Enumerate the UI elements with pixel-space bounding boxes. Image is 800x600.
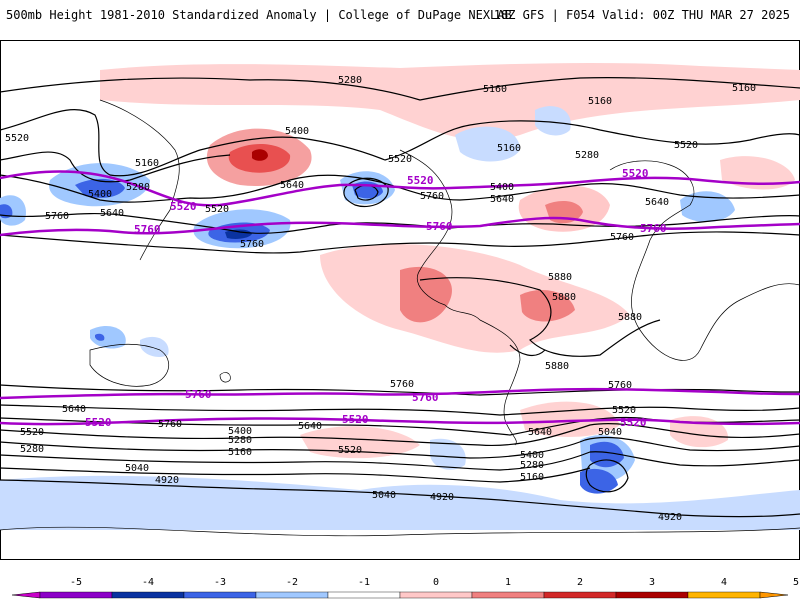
ref-label: 5760	[426, 220, 453, 233]
colorbar-block	[615, 591, 689, 599]
colorbar-block	[183, 591, 257, 599]
height-label: 5280	[228, 435, 252, 446]
height-label: 5280	[20, 444, 44, 455]
height-label: 5520	[205, 204, 229, 215]
height-label: 5160	[483, 84, 507, 95]
height-label: 5760	[608, 380, 632, 391]
height-label: 4920	[430, 492, 454, 503]
ref-label: 5760	[134, 223, 161, 236]
height-label: 5160	[228, 447, 252, 458]
ref-label: 5760	[640, 222, 667, 235]
height-label: 5280	[575, 150, 599, 161]
height-label: 5880	[545, 361, 569, 372]
colorbar-tick-label: 0	[433, 577, 439, 588]
ref-label: 5520	[622, 167, 649, 180]
height-label: 5760	[240, 239, 264, 250]
height-label: 5520	[20, 427, 44, 438]
header: 500mb Height 1981-2010 Standardized Anom…	[0, 0, 800, 30]
colorbar-tick-label: -2	[286, 577, 298, 588]
height-label: 5640	[298, 421, 322, 432]
contour-5760-south	[0, 387, 800, 400]
colorbar-tick-label: 4	[721, 577, 727, 588]
height-label: 5640	[100, 208, 124, 219]
colorbar-tick-label: -1	[358, 577, 370, 588]
height-label: 5640	[645, 197, 669, 208]
height-label: 5640	[62, 404, 86, 415]
height-label: 5160	[588, 96, 612, 107]
colorbar-blocks	[11, 591, 789, 599]
height-label: 5520	[5, 133, 29, 144]
height-label: 5040	[372, 490, 396, 501]
anomaly-colorbar: -5 -4 -3 -2 -1 0 1 2 3 4 5	[11, 577, 799, 599]
reference-contour-labels: 5520 5520 5520 5520 5520 5520 5760 5760 …	[85, 167, 667, 429]
colorbar-ticks: -5 -4 -3 -2 -1 0 1 2 3 4 5	[70, 577, 799, 588]
height-label: 5520	[612, 405, 636, 416]
height-label: 5760	[158, 419, 182, 430]
height-label: 5520	[674, 140, 698, 151]
height-label: 5160	[520, 472, 544, 483]
height-label: 5880	[618, 312, 642, 323]
colorbar-block	[687, 591, 761, 599]
anomaly-map: 5520 5520 5520 5520 5520 5520 5760 5760 …	[0, 40, 800, 560]
height-label: 5160	[497, 143, 521, 154]
colorbar-block	[255, 591, 329, 599]
height-label: 5760	[610, 232, 634, 243]
reference-contours	[0, 170, 800, 426]
colorbar-tick-label: 3	[649, 577, 655, 588]
ref-label: 5520	[85, 416, 112, 429]
ref-label: 5760	[412, 391, 439, 404]
ref-label: 5760	[185, 388, 212, 401]
height-label: 5400	[520, 450, 544, 461]
height-label: 5160	[135, 158, 159, 169]
ref-label: 5520	[407, 174, 434, 187]
height-label: 5040	[125, 463, 149, 474]
height-label: 5880	[548, 272, 572, 283]
height-label: 5760	[390, 379, 414, 390]
colorbar-tick-label: 1	[505, 577, 511, 588]
height-label: 5400	[88, 189, 112, 200]
colorbar-tick-label: -3	[214, 577, 226, 588]
height-label: 5520	[338, 445, 362, 456]
contour-5760-north	[0, 216, 800, 237]
colorbar-arrow-left	[11, 591, 41, 599]
height-label: 5400	[228, 426, 252, 437]
ref-label: 5520	[170, 200, 197, 213]
colorbar-tick-label: 5	[793, 577, 799, 588]
height-label: 5520	[388, 154, 412, 165]
height-label: 5280	[338, 75, 362, 86]
colorbar-tick-label: -4	[142, 577, 154, 588]
height-label: 5640	[490, 194, 514, 205]
contour-5520-south	[0, 417, 800, 426]
height-label: 5160	[732, 83, 756, 94]
colorbar-block	[327, 591, 401, 599]
colorbar-block	[111, 591, 185, 599]
height-label: 5040	[598, 427, 622, 438]
height-label: 5280	[126, 182, 150, 193]
height-label: 5760	[420, 191, 444, 202]
height-label: 5880	[552, 292, 576, 303]
height-label: 5640	[528, 427, 552, 438]
contour-5520-north	[0, 170, 800, 207]
model-valid-time: 18Z GFS | F054 Valid: 00Z THU MAR 27 202…	[493, 8, 790, 22]
height-label: 5280	[520, 460, 544, 471]
map-title: 500mb Height 1981-2010 Standardized Anom…	[6, 8, 512, 22]
colorbar-block	[543, 591, 617, 599]
colorbar-tick-label: -5	[70, 577, 82, 588]
coastlines	[0, 99, 800, 537]
ref-label: 5520	[342, 413, 369, 426]
colorbar-tick-label: 2	[577, 577, 583, 588]
colorbar-block	[39, 591, 113, 599]
height-label: 5760	[45, 211, 69, 222]
height-label: 5640	[280, 180, 304, 191]
height-label: 4920	[658, 512, 682, 523]
colorbar-arrow-right	[759, 591, 789, 599]
height-label: 5400	[490, 182, 514, 193]
colorbar-block	[399, 591, 473, 599]
height-label: 5400	[285, 126, 309, 137]
ref-label: 5520	[620, 416, 647, 429]
height-contour-labels: 5280 5160 5160 5160 5520 5400 5160 5520 …	[5, 75, 756, 523]
height-label: 4920	[155, 475, 179, 486]
colorbar-block	[471, 591, 545, 599]
